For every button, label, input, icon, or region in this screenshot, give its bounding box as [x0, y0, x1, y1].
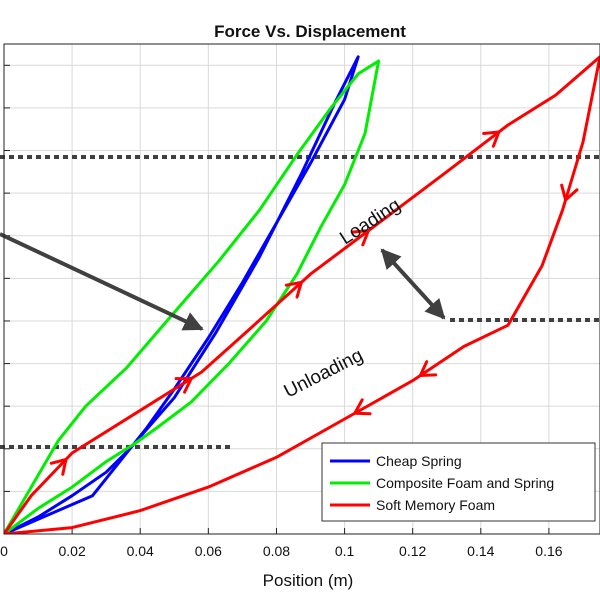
gap-double-arrow [380, 248, 446, 320]
x-tick-label: 0.02 [58, 543, 85, 559]
x-tick-label: 0.14 [467, 543, 494, 559]
direction-arrowhead [174, 376, 193, 394]
legend-label: Composite Foam and Spring [376, 475, 554, 491]
x-axis: 0 0.02 0.04 0.06 0.08 0.1 0.12 0.14 0.16 [0, 528, 563, 559]
x-tick-label: 0.1 [335, 543, 355, 559]
direction-arrowhead [49, 457, 68, 476]
x-axis-label: Position (m) [263, 571, 354, 590]
pointer-arrow [0, 232, 204, 331]
chart-title: Force Vs. Displacement [214, 22, 406, 41]
plot-frame [3, 43, 600, 535]
direction-arrowhead [560, 183, 579, 202]
x-tick-label: 0.04 [127, 543, 154, 559]
x-tick-label: 0.06 [195, 543, 222, 559]
x-tick-label: 0.16 [535, 543, 562, 559]
direction-arrowhead [353, 398, 372, 416]
direction-arrowhead [351, 229, 370, 247]
direction-arrowhead [418, 360, 438, 377]
direction-arrowhead [284, 280, 303, 299]
legend-label: Soft Memory Foam [376, 497, 495, 513]
direction-arrowhead [482, 130, 501, 148]
direction-arrows [49, 130, 579, 476]
x-tick-label: 0 [0, 543, 8, 559]
legend-label: Cheap Spring [376, 453, 462, 469]
x-tick-label: 0.12 [399, 543, 426, 559]
x-tick-label: 0.08 [263, 543, 290, 559]
series-line-cheap-spring [4, 55, 360, 534]
legend: Cheap Spring Composite Foam and Spring Sof… [321, 442, 596, 522]
reference-lines [0, 155, 600, 449]
series-line-composite-foam-and-spring [4, 59, 381, 534]
